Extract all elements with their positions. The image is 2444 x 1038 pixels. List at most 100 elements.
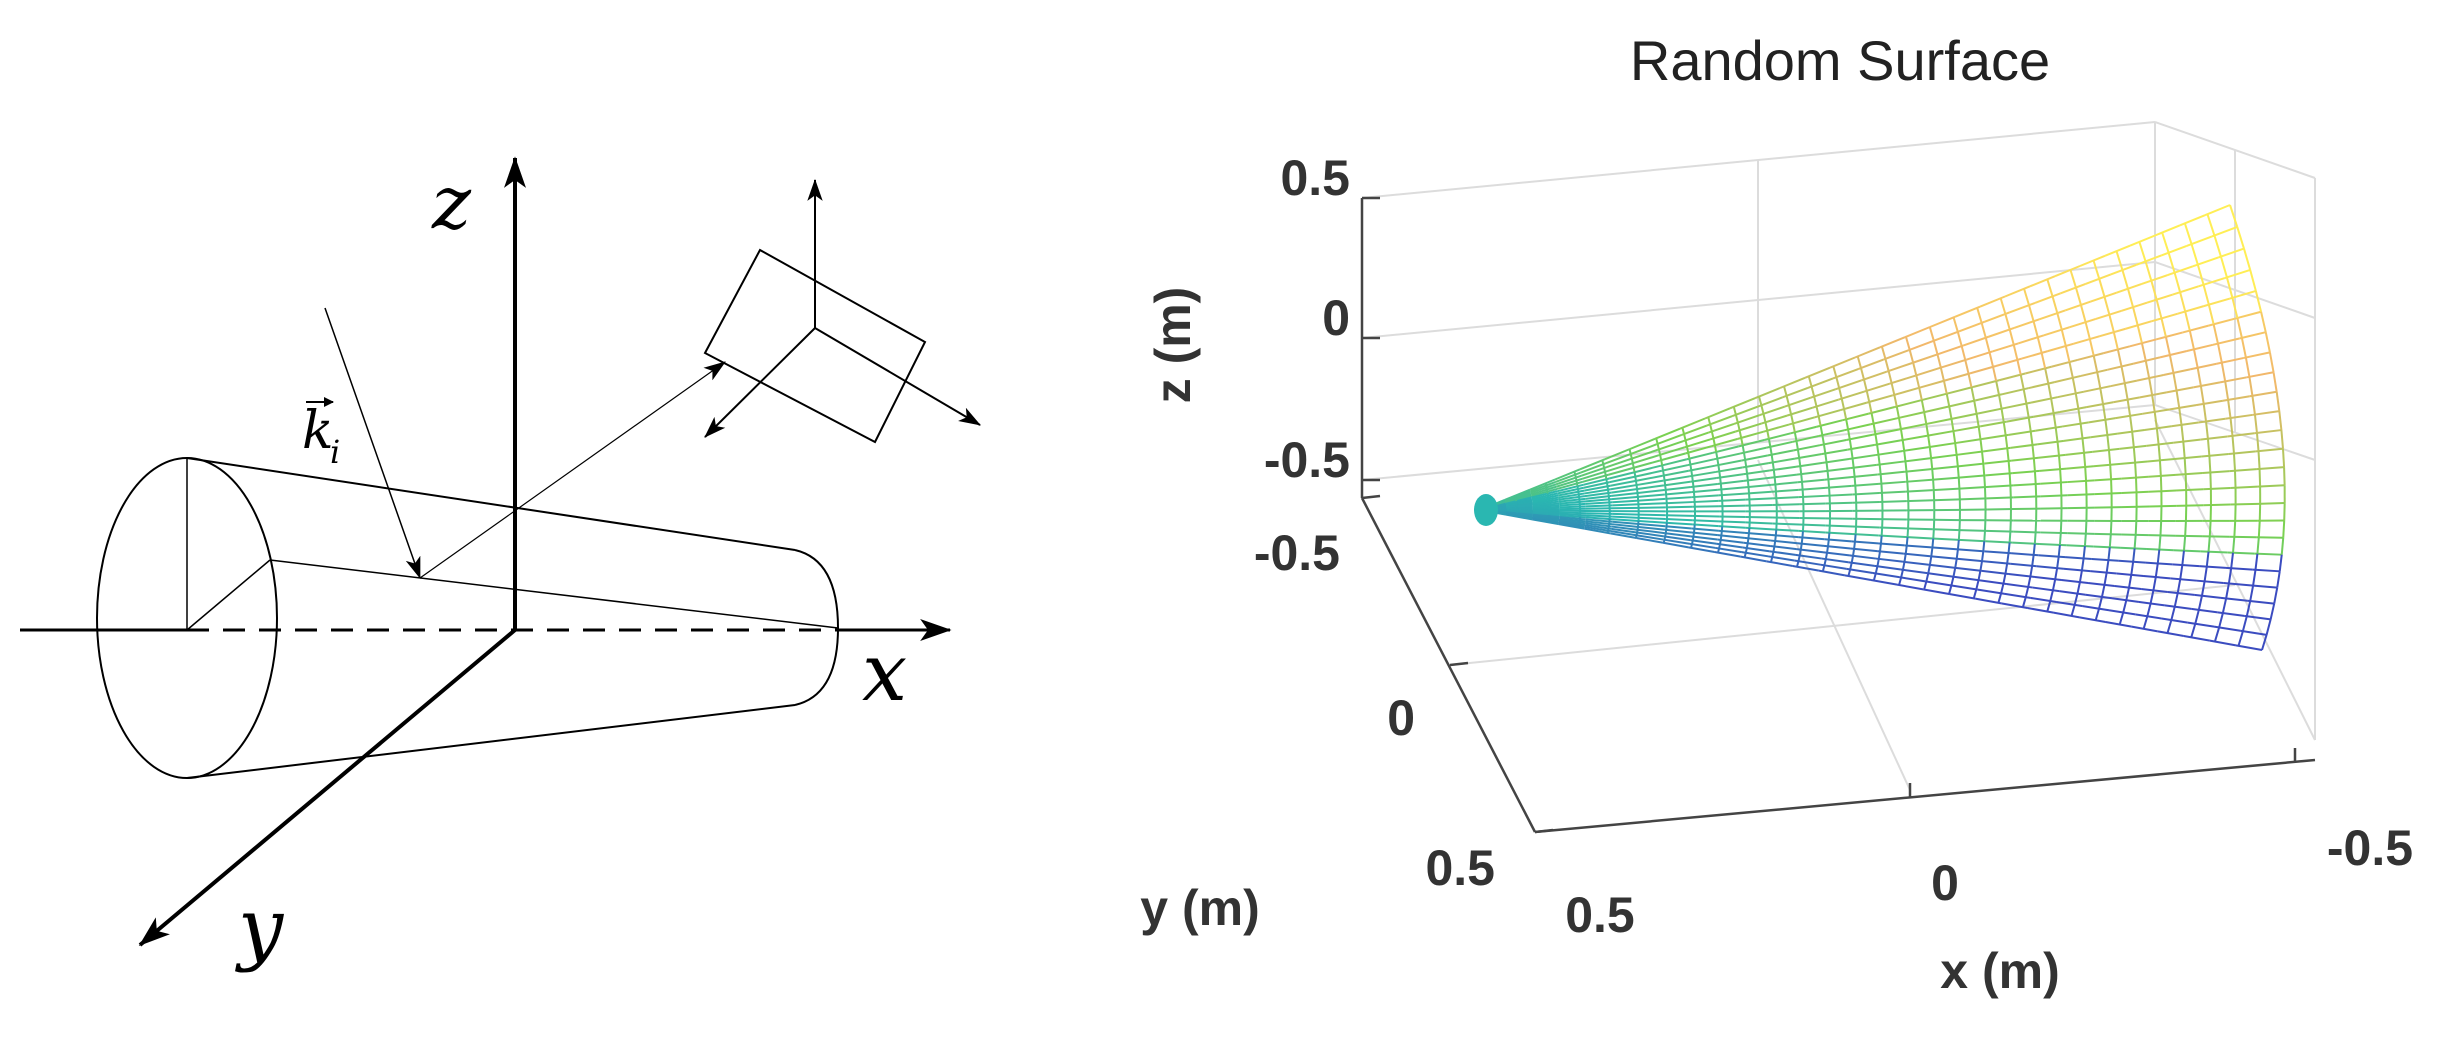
mesh-line [1638, 519, 1666, 524]
mesh-line [2131, 431, 2135, 448]
mesh-line [1636, 474, 1663, 482]
mesh-line [1997, 593, 2003, 604]
mesh-line [2035, 425, 2063, 432]
mesh-line [1896, 411, 1924, 420]
mesh-line [1719, 477, 1722, 484]
mesh-line [2084, 321, 2091, 340]
mesh-line [1926, 430, 1954, 437]
mesh-line [1950, 576, 1955, 586]
mesh-line [2200, 550, 2228, 554]
mesh-line [1531, 487, 1558, 497]
mesh-line [2123, 382, 2129, 400]
mesh-line [2057, 390, 2085, 399]
mesh-line [1827, 539, 1830, 547]
mesh-line [1532, 502, 1560, 507]
mesh-line [1691, 536, 1695, 541]
mesh-line [1925, 417, 1952, 426]
mesh-line [2135, 613, 2162, 620]
mesh-line [2249, 585, 2255, 602]
mesh-line [2252, 410, 2280, 416]
mesh-line [2083, 385, 2111, 393]
mesh-line [2115, 412, 2143, 420]
mesh-line [1979, 420, 2007, 428]
mesh-line [1870, 417, 1898, 426]
mesh-line [2132, 548, 2136, 562]
mesh-line [1931, 468, 1935, 480]
mesh-line [1852, 548, 1856, 556]
mesh-line [2069, 269, 2077, 288]
mesh-line [2241, 616, 2248, 632]
mesh-line [1604, 471, 1607, 476]
mesh-line [1688, 464, 1716, 472]
mesh-line [2044, 368, 2050, 384]
mesh-line [2103, 572, 2108, 586]
mesh-line [2090, 570, 2117, 575]
mesh-line [1635, 469, 1663, 478]
mesh-line [2115, 250, 2124, 271]
mesh-line [1555, 471, 1582, 483]
mesh-line [1932, 476, 1959, 481]
x-tick-label: 0.5 [1565, 887, 1635, 943]
mesh-line [1691, 531, 1719, 537]
mesh-line [2094, 608, 2100, 621]
mesh-line [1863, 379, 1868, 392]
mesh-line [2166, 619, 2173, 634]
mesh-line [2146, 603, 2152, 617]
mesh-line [1637, 531, 1665, 538]
mesh-line [1877, 470, 1905, 476]
mesh-line [2030, 596, 2057, 604]
random-surface-mesh [1474, 204, 2286, 651]
mesh-line [1692, 499, 1719, 504]
mesh-line [1915, 375, 1921, 389]
mesh-line [1854, 346, 1881, 359]
mesh-line [1953, 425, 1981, 433]
mesh-line [1555, 474, 1582, 486]
mesh-line [1690, 539, 1717, 545]
mesh-line [1817, 415, 1822, 426]
mesh-line [2067, 493, 2095, 497]
mesh-line [2239, 331, 2266, 340]
mesh-line [2103, 296, 2111, 315]
mesh-line [2184, 474, 2188, 491]
mesh-line [2027, 576, 2032, 588]
mesh-line [1682, 431, 1709, 443]
mesh-line [2056, 601, 2083, 608]
mesh-line [1661, 465, 1665, 471]
mesh-line [2179, 564, 2184, 580]
mesh-line [1584, 525, 1612, 533]
mesh-line [2245, 600, 2252, 617]
mesh-line [2170, 606, 2176, 621]
mesh-line [2113, 396, 2141, 404]
mesh-line [1531, 494, 1559, 502]
mesh-line [1977, 570, 1982, 581]
mesh-line [1874, 566, 1879, 574]
mesh-line [1709, 424, 1713, 432]
mesh-line [2032, 321, 2039, 338]
x-axis-line [1534, 758, 2316, 834]
mesh-line [1955, 549, 1959, 559]
mesh-line [2135, 477, 2138, 493]
mesh-line [2196, 264, 2205, 286]
mesh-line [1771, 551, 1775, 558]
mesh-line [1936, 354, 1942, 368]
mesh-line [1977, 407, 2005, 415]
mesh-line [1792, 423, 1796, 433]
mesh-line [2208, 455, 2212, 473]
mesh-line [1718, 525, 1746, 529]
mesh-line [2203, 486, 2231, 491]
mesh-line [1906, 499, 1934, 503]
y-axis-label: y [235, 881, 285, 974]
mesh-line [1746, 538, 1750, 544]
mesh-line [2142, 408, 2170, 415]
mesh-line [1767, 438, 1772, 447]
mesh-line [1604, 475, 1608, 480]
mesh-line [2017, 334, 2045, 345]
mesh-line [2200, 581, 2206, 596]
mesh-line [1740, 437, 1744, 446]
mesh-line [1875, 557, 1903, 563]
mesh-line [2167, 590, 2195, 596]
mesh-line [1686, 451, 1714, 461]
mesh-line [1928, 563, 1956, 569]
mesh-line [1558, 518, 1586, 525]
mesh-line [2161, 617, 2188, 624]
